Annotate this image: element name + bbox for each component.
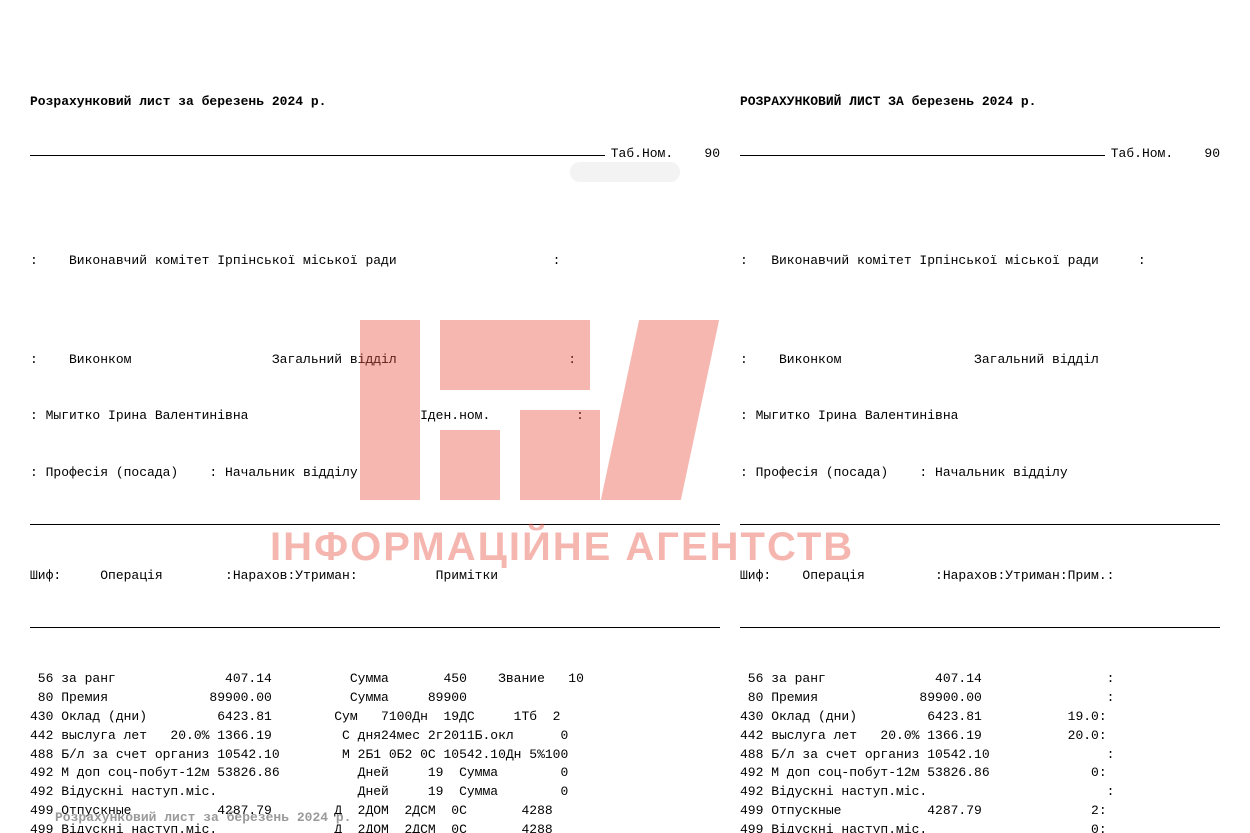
table-body-right: 56 за ранг 407.14 : 80 Премия 89900.00 :… bbox=[740, 670, 1220, 833]
rule bbox=[740, 627, 1220, 628]
dept-line: : Виконком Загальний відділ bbox=[740, 351, 1220, 370]
prof-line: : Професія (посада) : Начальник відділу bbox=[30, 464, 720, 483]
prof-line: : Професія (посада) : Начальник відділу bbox=[740, 464, 1220, 483]
page: Розрахунковий лист за березень 2024 р. Т… bbox=[0, 0, 1250, 833]
rule: Таб.Ном. 90 bbox=[740, 155, 1220, 213]
org-line: : Виконавчий комітет Ірпінської міської … bbox=[30, 252, 720, 271]
payslip-right: РОЗРАХУНКОВИЙ ЛИСТ ЗА березень 2024 р. Т… bbox=[740, 55, 1220, 833]
rule bbox=[30, 627, 720, 628]
table-header: Шиф: Операція :Нарахов:Утриман:Прим.: bbox=[740, 567, 1220, 586]
name-line: : Мыгитко Ірина Валентинівна bbox=[740, 407, 1220, 426]
title-left: Розрахунковий лист за березень 2024 р. bbox=[30, 93, 720, 112]
next-page-title: Розрахунковий лист за березень 2024 р. bbox=[55, 810, 351, 825]
title-right: РОЗРАХУНКОВИЙ ЛИСТ ЗА березень 2024 р. bbox=[740, 93, 1220, 112]
dept-line: : Виконком Загальний відділ : bbox=[30, 351, 720, 370]
redaction-box bbox=[570, 162, 680, 182]
rule bbox=[740, 524, 1220, 525]
name-line: : Мыгитко Ірина Валентинівна Іден.ном. : bbox=[30, 407, 720, 426]
org-line: : Виконавчий комітет Ірпінської міської … bbox=[740, 252, 1220, 271]
rule bbox=[30, 524, 720, 525]
table-body-left: 56 за ранг 407.14 Сумма 450 Звание 10 80… bbox=[30, 670, 720, 833]
table-header: Шиф: Операція :Нарахов:Утриман: Примітки bbox=[30, 567, 720, 586]
tabnom: Таб.Ном. 90 bbox=[1105, 145, 1220, 164]
